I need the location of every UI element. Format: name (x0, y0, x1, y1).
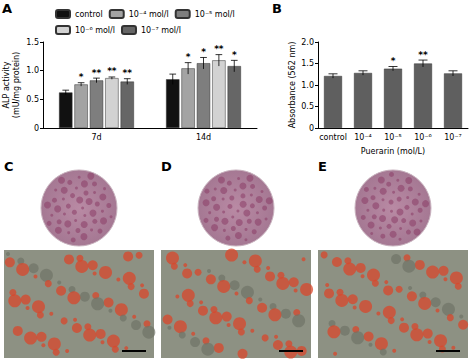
svg-text:B: B (272, 1, 282, 16)
svg-text:*: * (391, 56, 396, 66)
svg-text:14d: 14d (196, 133, 211, 142)
svg-text:Puerarin (mol/L): Puerarin (mol/L) (361, 147, 425, 156)
svg-text:**: ** (92, 68, 102, 78)
svg-text:E: E (318, 159, 327, 174)
svg-text:10⁻⁵ mol/l: 10⁻⁵ mol/l (195, 10, 235, 19)
svg-text:*: * (201, 47, 206, 57)
svg-text:10⁻⁵: 10⁻⁵ (384, 133, 402, 142)
svg-text:10⁻⁴ mol/l: 10⁻⁴ mol/l (129, 10, 169, 19)
svg-text:ALP activity: ALP activity (2, 61, 11, 108)
svg-text:1.0: 1.0 (26, 66, 39, 75)
svg-text:0: 0 (34, 124, 39, 133)
svg-text:1.5: 1.5 (301, 59, 314, 68)
svg-text:*: * (79, 72, 84, 82)
svg-text:10⁻⁶: 10⁻⁶ (414, 133, 432, 142)
svg-text:**: ** (418, 50, 428, 60)
svg-text:10⁻⁴: 10⁻⁴ (354, 133, 372, 142)
svg-text:10⁻⁷: 10⁻⁷ (444, 133, 462, 142)
svg-text:**: ** (214, 44, 224, 54)
svg-text:0: 0 (309, 124, 314, 133)
svg-text:0.5: 0.5 (26, 95, 39, 104)
svg-text:control: control (319, 133, 347, 142)
svg-text:(mU/mg protein): (mU/mg protein) (12, 52, 21, 118)
svg-text:A: A (2, 1, 12, 16)
svg-text:*: * (232, 50, 237, 60)
svg-text:10⁻⁶ mol/l: 10⁻⁶ mol/l (75, 26, 115, 35)
svg-text:C: C (4, 159, 14, 174)
svg-text:0.5: 0.5 (301, 102, 314, 111)
svg-text:D: D (161, 159, 172, 174)
svg-text:1.5: 1.5 (26, 38, 39, 47)
svg-text:2.0: 2.0 (301, 38, 314, 47)
svg-text:7d: 7d (91, 133, 101, 142)
svg-text:*: * (186, 52, 191, 62)
svg-text:**: ** (123, 68, 133, 78)
svg-text:10⁻⁷ mol/l: 10⁻⁷ mol/l (141, 26, 181, 35)
svg-text:**: ** (107, 66, 117, 76)
svg-text:Absorbance (562 nm): Absorbance (562 nm) (288, 42, 297, 129)
svg-text:control: control (75, 10, 103, 19)
svg-text:1.0: 1.0 (301, 81, 314, 90)
